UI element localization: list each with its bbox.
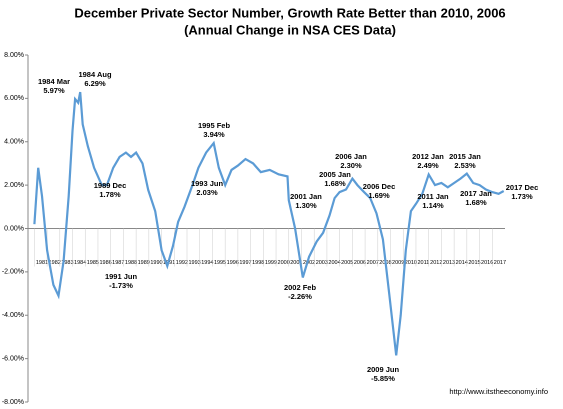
x-tick-label: 2000 <box>278 260 290 266</box>
x-tick-label: 1994 <box>201 260 213 266</box>
annotation-value: 1.73% <box>511 192 533 201</box>
annotation-value: 1.69% <box>368 191 390 200</box>
annotation: 2001 Jan <box>290 192 322 201</box>
annotation: 2017 Dec <box>506 183 539 192</box>
x-tick-label: 1989 <box>138 260 150 266</box>
annotation-value: 1.78% <box>99 190 121 199</box>
x-tick-label: 2001 <box>290 260 302 266</box>
x-tick-label: 1998 <box>252 260 264 266</box>
x-tick-label: 1997 <box>239 260 251 266</box>
x-tick-label: 1993 <box>189 260 201 266</box>
annotation: 1993 Jun <box>191 179 224 188</box>
annotation: 1984 Mar <box>38 77 70 86</box>
line-series <box>33 91 505 356</box>
annotation-value: 6.29% <box>84 79 106 88</box>
x-tick-label: 2005 <box>341 260 353 266</box>
annotation: 2015 Jan <box>449 152 481 161</box>
annotation: 1991 Jun <box>105 272 138 281</box>
annotation-value: 1.14% <box>422 201 444 210</box>
x-tick-label: 2015 <box>468 260 480 266</box>
annotation: 1995 Feb <box>198 121 231 130</box>
x-tick-label: 1987 <box>112 260 124 266</box>
annotation: 1989 Dec <box>94 181 127 190</box>
annotation-value: 1.68% <box>465 198 487 207</box>
x-tick-label: 1992 <box>176 260 188 266</box>
annotation-value: -2.26% <box>288 292 312 301</box>
annotation: 2009 Jun <box>367 365 400 374</box>
x-tick-label: 2003 <box>316 260 328 266</box>
annotation-value: 2.49% <box>417 161 439 170</box>
x-tick-label: 2004 <box>328 260 340 266</box>
x-tick-label: 1982 <box>49 260 61 266</box>
x-tick-label: 1988 <box>125 260 137 266</box>
x-tick-label: 2010 <box>405 260 417 266</box>
x-tick-label: 1984 <box>74 260 86 266</box>
annotation-value: 1.30% <box>295 201 317 210</box>
annotation-value: 1.68% <box>324 179 346 188</box>
source: http://www.itstheeconomy.info <box>449 387 548 396</box>
x-tick-label: 1990 <box>150 260 162 266</box>
annotation: 2012 Jan <box>412 152 444 161</box>
x-tick-label: 2016 <box>481 260 493 266</box>
x-tick-label: 2009 <box>392 260 404 266</box>
y-tick-label: 4.00% <box>4 139 24 146</box>
x-tick-label: 1983 <box>61 260 73 266</box>
annotation-value: -1.73% <box>109 281 133 290</box>
y-tick-label: -4.00% <box>2 312 24 319</box>
annotation: 2006 Dec <box>363 182 396 191</box>
x-tick-label: 2006 <box>354 260 366 266</box>
annotation: 2002 Feb <box>284 283 317 292</box>
annotation-value: 5.97% <box>43 86 65 95</box>
x-tick-label: 2013 <box>443 260 455 266</box>
y-tick-label: 6.00% <box>4 95 24 102</box>
x-tick-label: 1999 <box>265 260 277 266</box>
y-tick-label: 0.00% <box>4 225 24 232</box>
chart-subtitle: (Annual Change in NSA CES Data) <box>184 22 396 37</box>
annotation-value: 2.53% <box>454 161 476 170</box>
y-tick-label: -2.00% <box>2 269 24 276</box>
annotation-value: 2.30% <box>340 161 362 170</box>
annotation: 2006 Jan <box>335 152 367 161</box>
x-tick-label: 1986 <box>99 260 111 266</box>
x-tick-label: 2002 <box>303 260 315 266</box>
y-tick-label: -8.00% <box>2 399 24 406</box>
x-tick-label: 2007 <box>367 260 379 266</box>
x-tick-label: 1995 <box>214 260 226 266</box>
annotation-value: -5.85% <box>371 374 395 383</box>
annotation: 2011 Jan <box>417 192 449 201</box>
annotation-value: 3.94% <box>203 130 225 139</box>
y-tick-label: 2.00% <box>4 182 24 189</box>
x-tick-label: 2014 <box>456 260 468 266</box>
x-tick-label: 2011 <box>417 260 429 266</box>
x-tick-label: 2017 <box>494 260 506 266</box>
annotation-value: 2.03% <box>196 188 218 197</box>
x-tick-label: 1981 <box>36 260 48 266</box>
x-tick-label: 1985 <box>87 260 99 266</box>
y-tick-label: 8.00% <box>4 52 24 59</box>
x-tick-label: 1996 <box>227 260 239 266</box>
chart-title: December Private Sector Number, Growth R… <box>74 5 505 20</box>
annotation: 1984 Aug <box>78 70 111 79</box>
annotation: 2017 Jan <box>460 189 492 198</box>
x-tick-label: 2012 <box>430 260 442 266</box>
annotation: 2005 Jan <box>319 170 351 179</box>
y-tick-label: -6.00% <box>2 355 24 362</box>
